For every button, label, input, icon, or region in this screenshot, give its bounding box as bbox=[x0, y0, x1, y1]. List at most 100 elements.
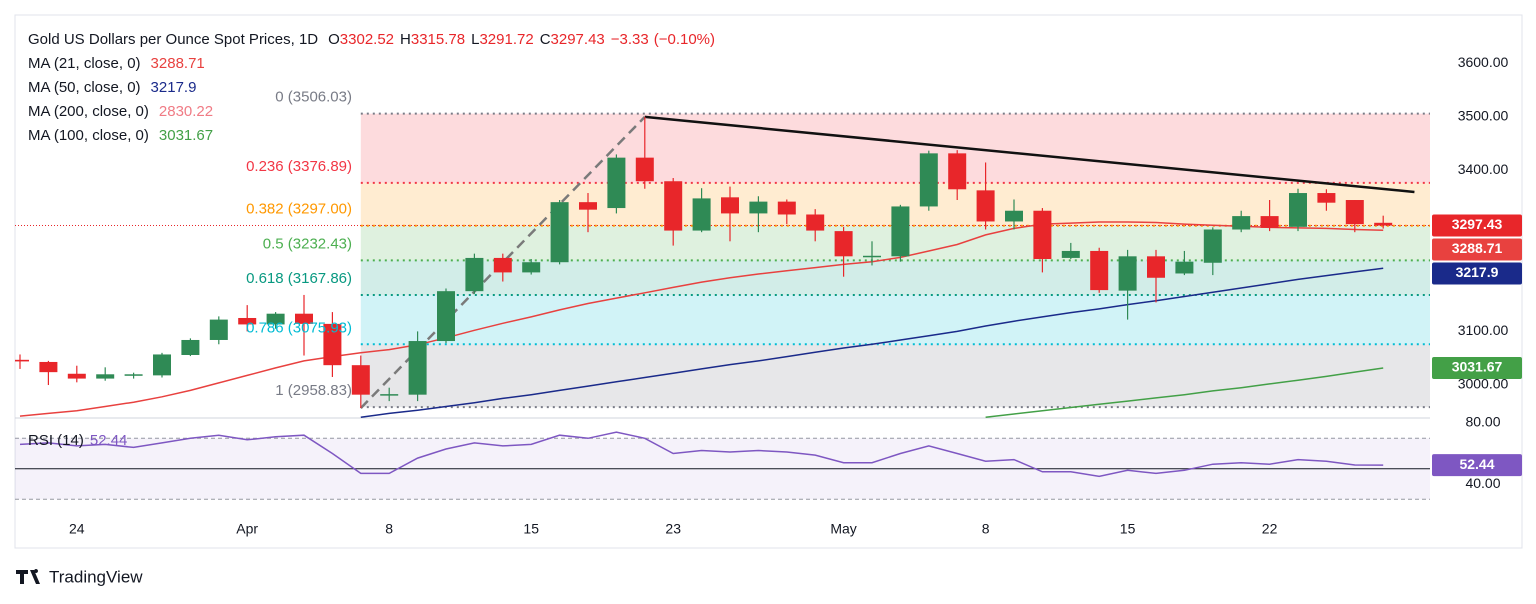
candle-body bbox=[522, 262, 541, 273]
ohlc-value: 3315.78 bbox=[411, 31, 465, 48]
y-tick-label: 80.00 bbox=[1465, 414, 1500, 430]
candle-body bbox=[579, 202, 597, 210]
candle-body bbox=[39, 361, 58, 373]
rsi-value: 52.44 bbox=[90, 432, 128, 449]
ohlc-key: C bbox=[540, 31, 551, 48]
candle-body bbox=[1317, 193, 1336, 203]
x-tick-label: 22 bbox=[1262, 521, 1278, 537]
ma-name: MA (200, close, 0) bbox=[28, 103, 149, 120]
candle-body bbox=[834, 231, 853, 257]
y-tick-label: 3400.00 bbox=[1458, 161, 1509, 177]
candle-body bbox=[1175, 261, 1194, 274]
x-tick-label: 8 bbox=[982, 521, 990, 537]
candle-body bbox=[919, 153, 938, 207]
fib-band bbox=[360, 344, 1430, 408]
candle-body bbox=[465, 257, 484, 292]
candle-body bbox=[607, 157, 626, 209]
candle-body bbox=[635, 157, 654, 182]
fib-label: 0 (3506.03) bbox=[275, 89, 352, 106]
x-tick-label: Apr bbox=[236, 521, 258, 537]
fib-band bbox=[360, 113, 1430, 183]
ma-value: 3217.9 bbox=[151, 79, 197, 96]
candle-body bbox=[948, 153, 967, 190]
fib-label: 0.5 (3232.43) bbox=[263, 235, 352, 252]
x-tick-label: 8 bbox=[385, 521, 393, 537]
price-pane bbox=[15, 112, 1430, 418]
candle-body bbox=[15, 359, 29, 362]
ma-legend: MA (200, close, 0) 2830.22 bbox=[28, 103, 213, 120]
y-tick-label: 40.00 bbox=[1465, 475, 1500, 491]
fib-label: 0.236 (3376.89) bbox=[246, 158, 352, 175]
candle-body bbox=[1061, 250, 1080, 258]
trendline bbox=[359, 116, 646, 409]
ma-legend: MA (21, close, 0) 3288.71 bbox=[28, 55, 205, 72]
ma-legend: MA (100, close, 0) 3031.67 bbox=[28, 127, 213, 144]
rsi-pane bbox=[15, 431, 1430, 500]
ma-name: MA (100, close, 0) bbox=[28, 127, 149, 144]
candle-body bbox=[976, 190, 995, 222]
x-tick-label: 15 bbox=[1120, 521, 1136, 537]
candle-body bbox=[351, 365, 370, 395]
ma-name: MA (21, close, 0) bbox=[28, 55, 141, 72]
candle-body bbox=[1289, 193, 1307, 227]
candle-body bbox=[1005, 210, 1023, 222]
price-tag bbox=[1432, 357, 1522, 380]
ma-legend: MA (50, close, 0) 3217.9 bbox=[28, 79, 196, 96]
y-tick-label: 3500.00 bbox=[1458, 108, 1509, 124]
brand: TradingView bbox=[49, 567, 143, 586]
price-tag bbox=[1432, 238, 1522, 261]
candle-body bbox=[1090, 250, 1109, 291]
ohlc-key: L bbox=[471, 31, 479, 48]
candle-body bbox=[67, 373, 86, 379]
candle-body bbox=[806, 214, 825, 231]
x-tick-label: May bbox=[830, 521, 856, 537]
ma-value: 3031.67 bbox=[159, 127, 213, 144]
moving-average bbox=[985, 367, 1384, 418]
candle-body bbox=[1232, 216, 1251, 230]
fib-label: 0.618 (3167.86) bbox=[246, 270, 352, 287]
candle-body bbox=[209, 319, 228, 340]
rsi-name: RSI (14) bbox=[28, 432, 84, 449]
candle-body bbox=[863, 255, 881, 258]
price-tag-label: 3288.71 bbox=[1452, 240, 1503, 256]
ma-name: MA (50, close, 0) bbox=[28, 79, 141, 96]
candle-body bbox=[550, 202, 569, 263]
candle-body bbox=[1147, 256, 1165, 278]
fib-label: 0.382 (3297.00) bbox=[246, 201, 352, 218]
price-tag bbox=[1432, 262, 1522, 285]
candle-body bbox=[323, 323, 342, 366]
ma-value: 3288.71 bbox=[151, 55, 205, 72]
price-tag-label: 3031.67 bbox=[1452, 359, 1503, 375]
title: Gold US Dollars per Ounce Spot Prices, 1… bbox=[28, 31, 318, 48]
change-pct: (−0.10%) bbox=[654, 31, 715, 48]
candle-body bbox=[96, 374, 115, 379]
moving-average bbox=[360, 267, 1384, 418]
y-tick-label: 3600.00 bbox=[1458, 54, 1509, 70]
x-tick-label: 15 bbox=[523, 521, 539, 537]
candle-body bbox=[1033, 210, 1052, 259]
x-tick-label: 23 bbox=[665, 521, 681, 537]
candle-body bbox=[721, 197, 739, 214]
fib-label: 0.786 (3075.93) bbox=[246, 319, 352, 336]
candle-body bbox=[380, 394, 399, 396]
ohlc-value: 3302.52 bbox=[340, 31, 394, 48]
candle-body bbox=[124, 374, 143, 376]
fib-band bbox=[360, 295, 1430, 345]
candle-body bbox=[664, 181, 683, 231]
ohlc-key: O bbox=[328, 31, 340, 48]
y-tick-label: 3000.00 bbox=[1458, 376, 1509, 392]
candle-body bbox=[692, 198, 711, 231]
candle-body bbox=[437, 291, 455, 342]
fib-band bbox=[360, 260, 1430, 296]
candle-body bbox=[1345, 200, 1364, 225]
candle-body bbox=[1374, 222, 1393, 226]
candle-body bbox=[295, 313, 313, 324]
logo: TradingView bbox=[16, 567, 143, 586]
candle-body bbox=[493, 257, 512, 273]
header: Gold US Dollars per Ounce Spot Prices, 1… bbox=[28, 31, 715, 48]
fib-label: 1 (2958.83) bbox=[275, 382, 352, 399]
candle-body bbox=[777, 201, 796, 215]
candle-body bbox=[749, 201, 768, 214]
overlay: 0 (3506.03) 0.236 (3376.89) 0.382 (3297.00… bbox=[28, 31, 1522, 537]
